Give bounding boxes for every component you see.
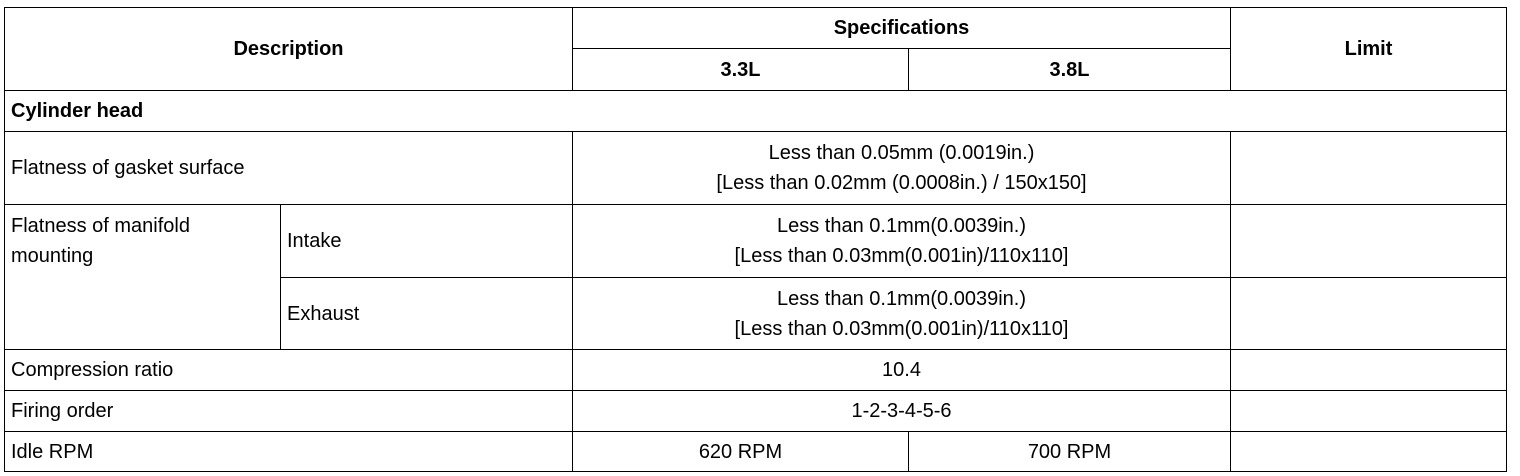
row: Compression ratio 10.4 [4, 349, 1508, 391]
cell-line: Less than 0.1mm(0.0039in.) [776, 215, 1027, 237]
cell [1230, 431, 1508, 472]
header-cell: 3.3L [572, 48, 909, 91]
row: Flatness of gasket surface Less than 0.0… [4, 131, 1508, 205]
header-cell: 3.8L [907, 48, 1232, 91]
section-row: Cylinder head [3, 90, 1508, 132]
cell: 700 RPM [907, 431, 1232, 472]
row: Exhaust Less than 0.1mm(0.0039in.) [Less… [5, 277, 1508, 350]
cell [1230, 131, 1508, 205]
cell: Flatness of manifold mounting [4, 204, 281, 350]
section-title: Cylinder head [3, 90, 1508, 132]
cell: Less than 0.05mm (0.0019in.) [Less than … [571, 131, 1232, 205]
header-cell: Specifications [571, 7, 1232, 49]
cell: Flatness of gasket surface [4, 131, 573, 205]
cell: Less than 0.1mm(0.0039in.) [Less than 0.… [571, 277, 1232, 350]
row: Firing order 1-2-3-4-5-6 [4, 390, 1508, 432]
cell: 10.4 [571, 349, 1232, 391]
cell: Idle RPM [4, 431, 573, 472]
cell: 620 RPM [572, 431, 909, 472]
header-cell: Limit [1230, 7, 1508, 91]
cell-line: [Less than 0.03mm(0.001in)/110x110] [734, 317, 1069, 340]
cell: Intake [280, 204, 573, 278]
cell-line: [Less than 0.02mm (0.0008in.) / 150x150] [716, 172, 1087, 194]
cell-line: Less than 0.05mm (0.0019in.) [768, 142, 1035, 164]
row: Flatness of manifold mounting Intake Les… [4, 204, 1508, 350]
cell [1230, 204, 1508, 278]
cell: Firing order [4, 390, 573, 432]
header-row: 3.3L 3.8L [5, 48, 1507, 91]
cell-line: [Less than 0.03mm(0.001in)/110x110] [734, 245, 1069, 267]
cell: Compression ratio [4, 349, 573, 391]
cell [1230, 349, 1508, 391]
cell: Less than 0.1mm(0.0039in.) [Less than 0.… [571, 204, 1232, 278]
cell-line: Less than 0.1mm(0.0039in.) [776, 287, 1027, 310]
header-row: Description Specifications Limit [4, 7, 1508, 91]
spec-table: Description Specifications Limit 3.3L 3.… [3, 7, 1508, 472]
cell [1230, 390, 1508, 432]
cell [1230, 277, 1508, 350]
row: Idle RPM 620 RPM 700 RPM [4, 431, 1508, 472]
header-cell: Description [4, 7, 573, 91]
cell: Exhaust [280, 277, 573, 350]
cell: 1-2-3-4-5-6 [571, 390, 1232, 432]
